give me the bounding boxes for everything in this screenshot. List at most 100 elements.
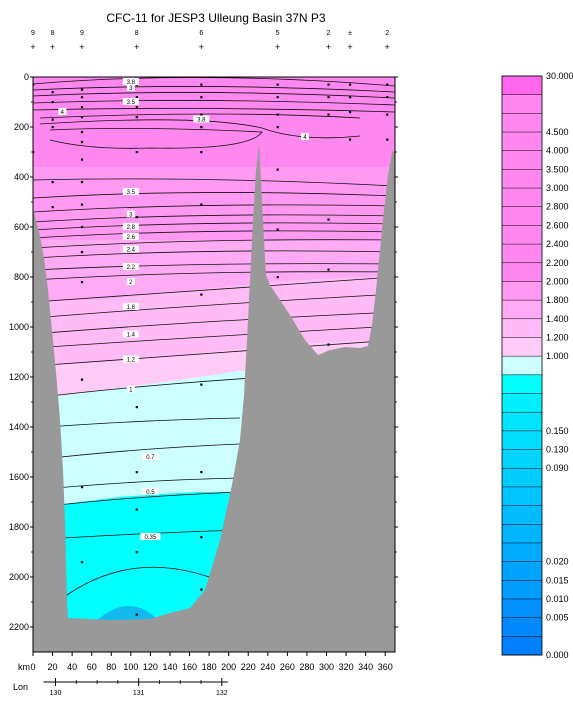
distance-tick-label: 140: [162, 662, 177, 672]
colorbar-swatch: [502, 132, 542, 152]
colorbar-swatch: [502, 468, 542, 488]
colorbar-level-label: 2.800: [546, 202, 569, 212]
contour-lines: [33, 77, 395, 601]
colorbar-swatch: [502, 113, 542, 133]
sample-dot: [135, 613, 138, 616]
colorbar-level-label: 3.500: [546, 164, 569, 174]
colorbar-swatch: [502, 225, 542, 245]
contour-label: 1.8: [127, 305, 136, 311]
depth-tick-label: 600: [14, 222, 29, 232]
sample-dot: [80, 116, 84, 119]
depth-tick-label: 2000: [9, 572, 29, 582]
longitude-axis: 130 131 132: [43, 678, 228, 697]
sample-dot: [135, 551, 138, 554]
distance-tick-label: 340: [358, 662, 373, 672]
plot-frame: [32, 76, 396, 653]
colorbar-swatch: [502, 206, 542, 226]
contour-label: 2: [129, 280, 133, 286]
depth-axis: 0 200 400 600 800 1000 1200 1400 1600 1800 2000 220…: [9, 72, 398, 632]
sample-dot: [80, 131, 84, 134]
station-label: ±: [348, 30, 352, 37]
contour-label-bg: [122, 263, 139, 270]
distance-tick-label: 200: [221, 662, 236, 672]
station-plus-marker: +: [385, 42, 390, 52]
contour-label-bg: [142, 488, 159, 495]
sample-dot: [327, 268, 330, 271]
station-label: 2: [327, 30, 331, 37]
sample-dot: [200, 203, 203, 206]
contour-label: 0.7: [146, 455, 155, 461]
longitude-tick-label: 132: [216, 690, 228, 697]
colorbar: 30.000 4.500 4.000 3.500 3.000 2.800 2.600 2.40…: [501, 71, 573, 660]
colorbar-swatch: [502, 318, 542, 338]
colorbar-swatch: [502, 244, 542, 264]
contour-labels: 3.833.543.843.532.82.62.42.221.81.41.210…: [58, 78, 309, 541]
colorbar-level-label: 0.005: [546, 613, 569, 623]
sample-dot: [80, 158, 84, 161]
chart-title: CFC-11 for JESP3 Ulleung Basin 37N P3: [106, 11, 326, 25]
sample-dot: [276, 228, 279, 231]
station-markers: 9 +8 +9 +8 +6 +5 +2 + ± +2 +: [30, 30, 389, 52]
colorbar-swatch: [502, 598, 542, 618]
contour-label: 3.5: [127, 100, 136, 106]
colorbar-level-label: 1.000: [546, 351, 569, 361]
distance-tick-label: 20: [48, 662, 58, 672]
contour-label-bg: [122, 98, 139, 105]
contour-label-bg: [122, 303, 139, 310]
distance-tick-label: 0: [30, 662, 35, 672]
station-plus-marker: +: [134, 42, 139, 52]
longitude-tick-label: 131: [133, 690, 145, 697]
sample-dot: [135, 96, 138, 99]
contour-label: 0.5: [146, 490, 155, 496]
station-label: 8: [135, 30, 139, 37]
colorbar-level-label: 30.000: [546, 71, 573, 81]
sample-dot: [80, 141, 84, 144]
contour-label-bg: [126, 385, 135, 393]
sample-dot: [200, 588, 203, 591]
contour-label: 1.4: [127, 333, 136, 339]
contour-label-bg: [126, 84, 135, 91]
colorbar-level-label: 3.000: [546, 183, 569, 193]
sample-dot: [386, 83, 389, 86]
sample-dot: [200, 126, 203, 129]
colorbar-level-label: 2.600: [546, 220, 569, 230]
depth-tick-label: 1000: [9, 322, 29, 332]
station-label: 6: [199, 30, 203, 37]
contour-label-bg: [122, 355, 139, 363]
sample-dot: [51, 101, 54, 104]
depth-tick-label: 2200: [9, 622, 29, 632]
colorbar-level-label: 4.000: [546, 146, 569, 156]
distance-tick-label: 320: [339, 662, 354, 672]
lon-axis-label: Lon: [13, 682, 28, 692]
colorbar-level-label: 1.800: [546, 295, 569, 305]
sample-dot: [327, 218, 330, 221]
colorbar-swatch: [502, 505, 542, 525]
colorbar-swatch: [502, 281, 542, 301]
sample-dot: [200, 113, 203, 116]
sample-dot: [200, 383, 203, 386]
contour-label: 1.2: [127, 358, 136, 364]
contour-label-bg: [58, 108, 67, 115]
depth-tick-label: 1600: [9, 472, 29, 482]
sample-dot: [33, 151, 35, 154]
contour-label: 3.8: [127, 80, 136, 86]
sample-dot: [135, 106, 138, 109]
contour-label: 3.8: [197, 118, 206, 124]
sample-dot: [200, 471, 203, 474]
distance-tick-label: 260: [280, 662, 295, 672]
contour-label: 0.35: [145, 535, 157, 541]
colorbar-swatch: [502, 617, 542, 637]
station-plus-marker: +: [30, 42, 35, 52]
contour-label-bg: [126, 278, 135, 285]
sample-dot: [327, 83, 330, 86]
station-label: 9: [31, 30, 35, 37]
colorbar-swatch: [502, 188, 542, 208]
contour-label: 3.5: [127, 190, 136, 196]
sample-dot: [80, 226, 84, 229]
colorbar-swatch: [502, 262, 542, 282]
x-axis-label: km: [18, 662, 30, 672]
distance-tick-label: 220: [241, 662, 256, 672]
contour-label: 2.6: [127, 235, 136, 241]
sample-dot: [135, 508, 138, 511]
station-plus-marker: +: [199, 42, 204, 52]
